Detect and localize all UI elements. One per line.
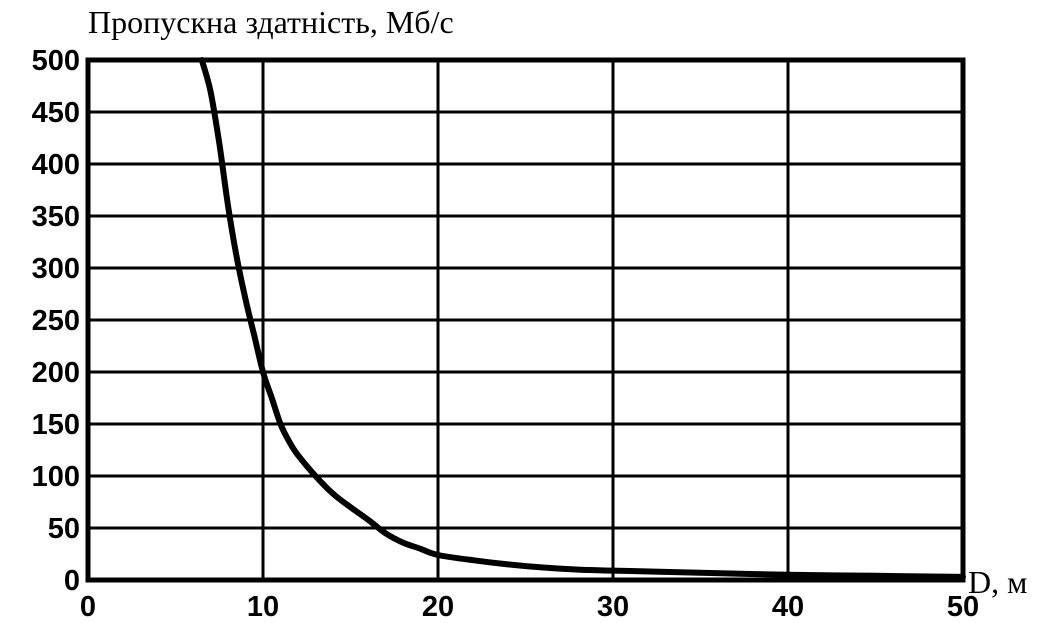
y-axis-label: Пропускна здатність, Мб/с <box>88 4 454 40</box>
x-tick-label: 40 <box>772 591 804 623</box>
y-tick-label: 250 <box>32 305 80 337</box>
throughput-curve <box>198 57 966 580</box>
y-tick-label: 300 <box>32 253 80 285</box>
y-tick-label: 500 <box>32 45 80 77</box>
y-tick-label: 150 <box>32 409 80 441</box>
y-tick-label: 50 <box>48 513 80 545</box>
y-tick-label: 0 <box>64 565 80 597</box>
x-tick-labels: 0 10 20 30 40 50 <box>80 591 979 623</box>
y-tick-label: 100 <box>32 461 80 493</box>
y-tick-labels: 0 50 100 150 200 250 300 350 400 450 500 <box>32 45 80 597</box>
x-tick-label: 50 <box>947 591 979 623</box>
x-tick-label: 20 <box>422 591 454 623</box>
y-tick-label: 450 <box>32 97 80 129</box>
plot-frame <box>85 57 966 583</box>
y-tick-label: 200 <box>32 357 80 389</box>
y-tick-label: 400 <box>32 149 80 181</box>
x-tick-label: 10 <box>247 591 279 623</box>
x-tick-label: 0 <box>80 591 96 623</box>
x-tick-label: 30 <box>597 591 629 623</box>
y-tick-label: 350 <box>32 201 80 233</box>
x-axis-label: D, м <box>968 564 1027 600</box>
